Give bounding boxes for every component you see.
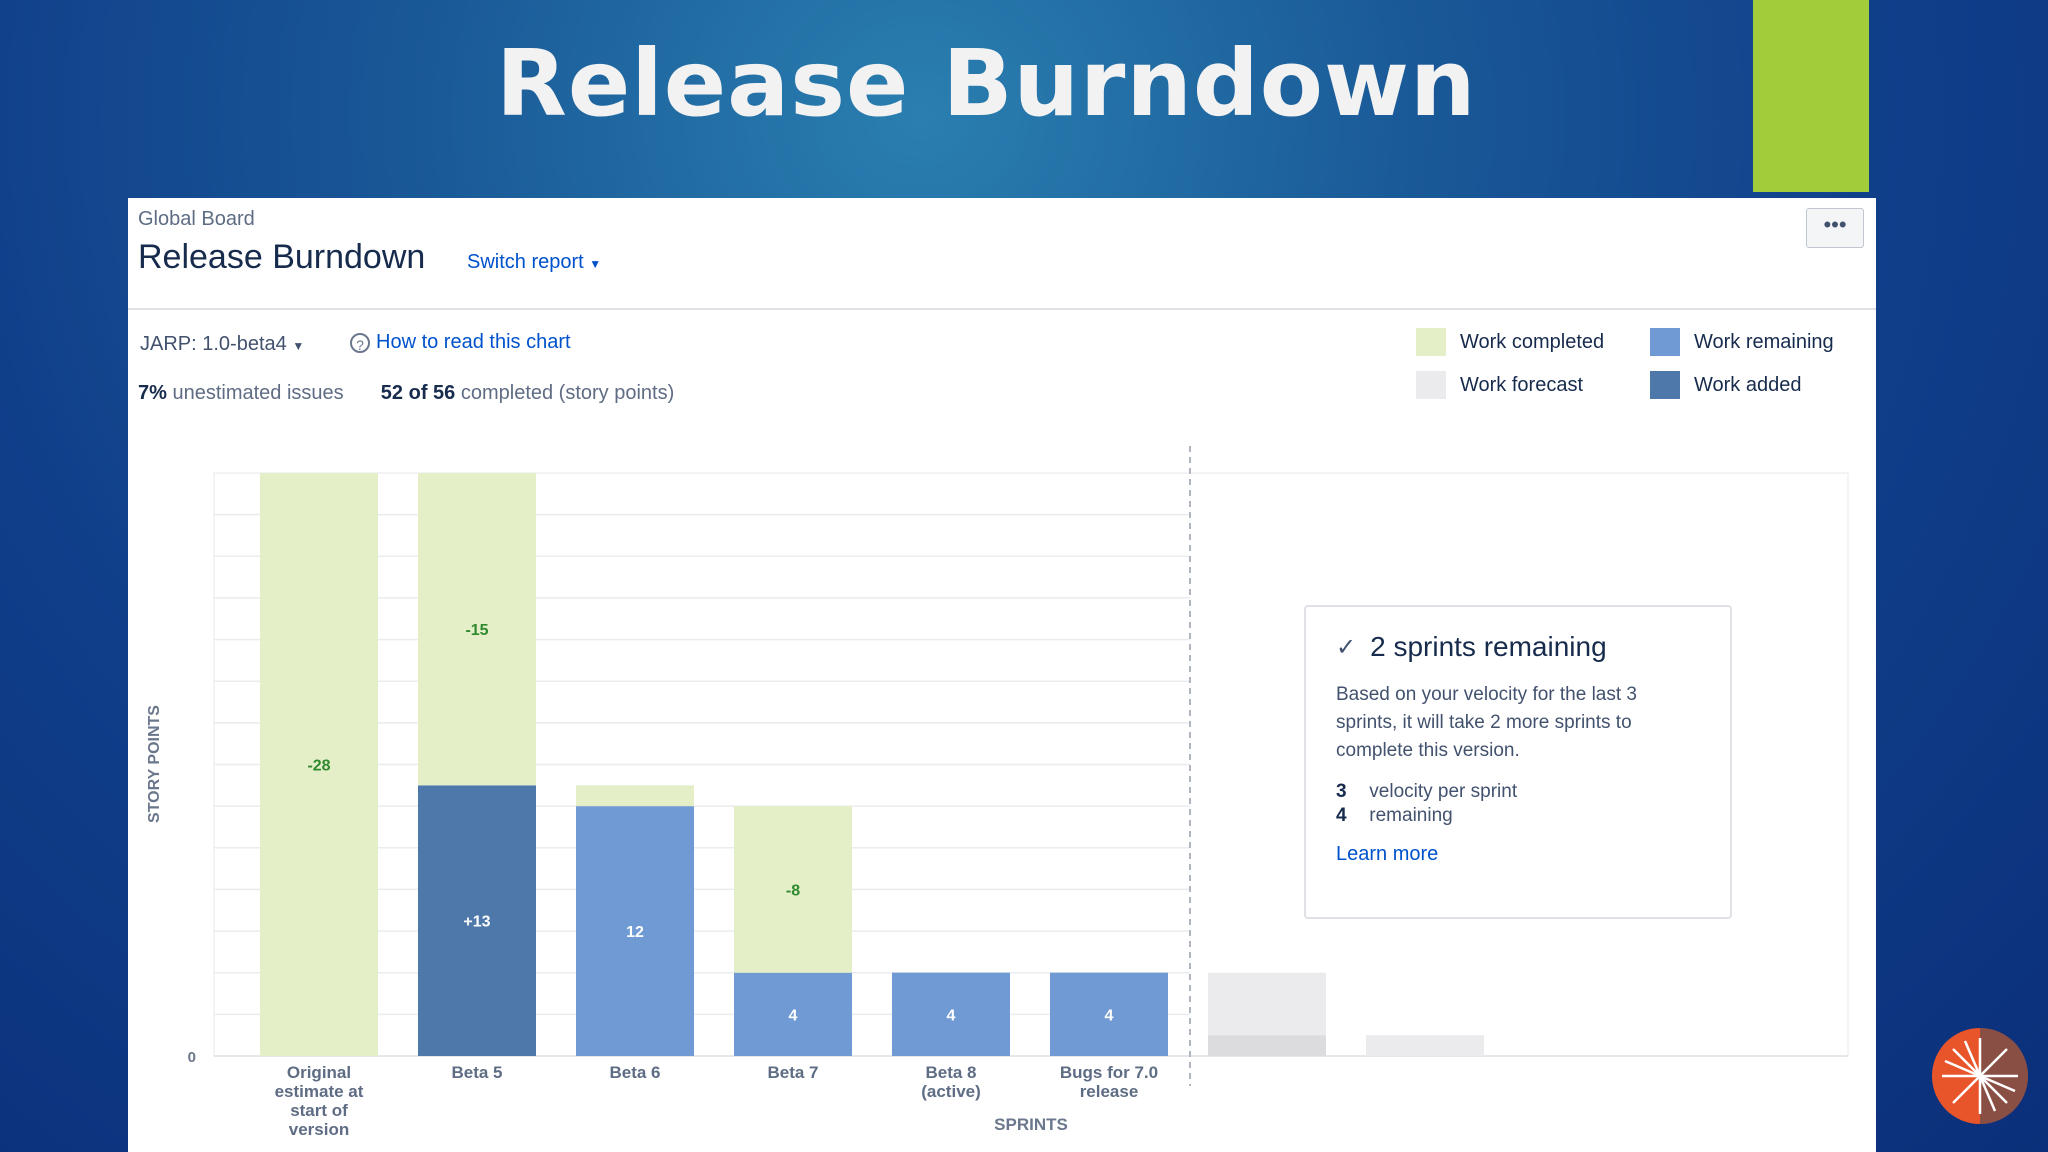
legend-swatch bbox=[1650, 328, 1680, 356]
bar-forecast-light bbox=[1208, 972, 1326, 1036]
x-tick-label: Beta 6 bbox=[609, 1063, 660, 1082]
unestimated-label: unestimated issues bbox=[172, 382, 344, 404]
unestimated-pct: 7% bbox=[138, 382, 167, 404]
bar-completed bbox=[734, 806, 852, 973]
remaining-value: 4 bbox=[1336, 805, 1347, 826]
x-axis-label: SPRINTS bbox=[994, 1115, 1068, 1134]
how-to-read-link[interactable]: ? How to read this chart bbox=[350, 331, 571, 354]
bar-remaining bbox=[576, 806, 694, 1056]
x-tick-label: Original bbox=[287, 1063, 351, 1082]
bar-completed-label: -8 bbox=[786, 882, 800, 899]
legend-label: Work added bbox=[1694, 373, 1802, 396]
stats-line: 7% unestimated issues 52 of 56 completed… bbox=[138, 382, 674, 405]
velocity-value: 3 bbox=[1336, 781, 1347, 802]
bar-added bbox=[418, 785, 536, 1056]
x-tick-label: (active) bbox=[921, 1082, 981, 1101]
report-title: Release Burndown bbox=[138, 238, 426, 276]
x-tick-label: version bbox=[289, 1120, 349, 1139]
accent-bar bbox=[1753, 0, 1869, 192]
version-select[interactable]: JARP: 1.0-beta4 ▼ bbox=[140, 333, 304, 356]
sprints-remaining-box: ✓ 2 sprints remaining Based on your velo… bbox=[1304, 605, 1732, 919]
how-to-read-label: How to read this chart bbox=[376, 331, 571, 353]
bar-remaining bbox=[734, 972, 852, 1056]
legend-item-remaining: Work remaining bbox=[1650, 328, 1834, 356]
y-tick-label: 0 bbox=[188, 1049, 196, 1066]
remaining-row: 4 remaining bbox=[1336, 805, 1700, 827]
brand-logo-icon bbox=[1932, 1028, 2028, 1124]
learn-more-link[interactable]: Learn more bbox=[1336, 843, 1439, 865]
bar-remaining-label: 4 bbox=[789, 1007, 798, 1024]
bar-completed bbox=[576, 785, 694, 807]
y-axis-label: STORY POINTS bbox=[146, 705, 163, 823]
report-panel: Global Board Release Burndown Switch rep… bbox=[128, 198, 1876, 1152]
bar-remaining bbox=[892, 972, 1010, 1056]
header-divider bbox=[128, 308, 1876, 310]
check-icon: ✓ bbox=[1336, 633, 1357, 661]
bar-completed bbox=[418, 473, 536, 786]
info-head: ✓ 2 sprints remaining bbox=[1336, 631, 1700, 663]
remaining-label: remaining bbox=[1369, 805, 1453, 826]
bar-forecast-light bbox=[1366, 1035, 1484, 1056]
bar-completed-label: -15 bbox=[465, 622, 488, 639]
velocity-row: 3 velocity per sprint bbox=[1336, 781, 1700, 803]
board-name: Global Board bbox=[138, 208, 255, 230]
legend-swatch bbox=[1416, 371, 1446, 399]
help-icon: ? bbox=[350, 332, 370, 353]
more-button[interactable]: ••• bbox=[1806, 208, 1864, 248]
x-tick-label: start of bbox=[290, 1101, 348, 1120]
legend-label: Work completed bbox=[1460, 330, 1605, 353]
legend-item-forecast: Work forecast bbox=[1416, 371, 1583, 399]
legend-label: Work remaining bbox=[1694, 330, 1834, 353]
info-body: Based on your velocity for the last 3 sp… bbox=[1336, 684, 1637, 761]
switch-report-label: Switch report bbox=[467, 251, 584, 273]
bar-forecast-dark bbox=[1208, 1035, 1326, 1056]
x-tick-label: Beta 8 bbox=[925, 1063, 976, 1082]
chart-legend: Work completed Work remaining Work forec… bbox=[1416, 328, 1856, 408]
bar-completed bbox=[260, 473, 378, 1056]
x-tick-label: Beta 5 bbox=[451, 1063, 502, 1082]
legend-label: Work forecast bbox=[1460, 373, 1583, 396]
legend-swatch bbox=[1416, 328, 1446, 356]
bar-remaining bbox=[1050, 972, 1168, 1056]
info-title: 2 sprints remaining bbox=[1370, 631, 1607, 662]
slide-title: Release Burndown bbox=[496, 30, 1477, 137]
bar-completed-label: -28 bbox=[307, 758, 330, 775]
switch-report-dropdown[interactable]: Switch report ▼ bbox=[467, 251, 601, 274]
legend-item-added: Work added bbox=[1650, 371, 1801, 399]
x-tick-label: estimate at bbox=[275, 1082, 364, 1101]
velocity-label: velocity per sprint bbox=[1369, 781, 1518, 802]
x-tick-label: Bugs for 7.0 bbox=[1060, 1063, 1158, 1082]
legend-swatch bbox=[1650, 371, 1680, 399]
bar-added-label: +13 bbox=[463, 914, 490, 931]
bar-remaining-label: 12 bbox=[626, 924, 644, 941]
bar-remaining-label: 4 bbox=[947, 1007, 956, 1024]
x-tick-label: Beta 7 bbox=[767, 1063, 818, 1082]
legend-item-completed: Work completed bbox=[1416, 328, 1604, 356]
completed-count: 52 of 56 bbox=[380, 382, 456, 404]
bar-remaining-label: 4 bbox=[1105, 1007, 1114, 1024]
version-label: JARP: 1.0-beta4 bbox=[140, 333, 287, 355]
x-tick-label: release bbox=[1080, 1082, 1139, 1101]
completed-label: completed (story points) bbox=[460, 382, 675, 404]
burndown-chart: 0 STORY POINTS SPRINTS -28 Originalestimate … bbox=[146, 446, 1849, 1139]
caret-down-icon: ▼ bbox=[589, 257, 602, 271]
caret-down-icon: ▼ bbox=[292, 339, 305, 353]
